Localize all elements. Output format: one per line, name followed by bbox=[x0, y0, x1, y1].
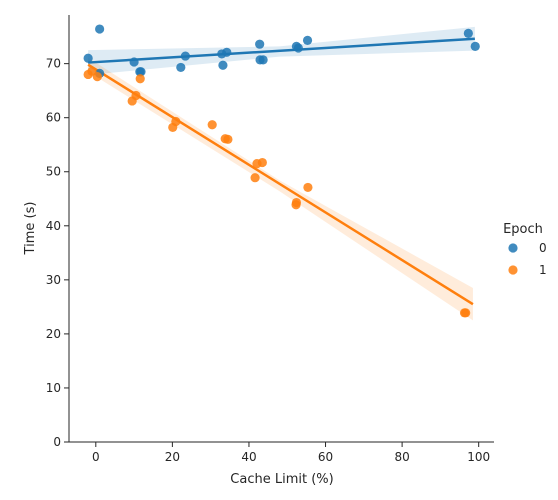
data-point-series-0 bbox=[302, 35, 313, 46]
x-tick-label: 100 bbox=[467, 450, 490, 464]
legend-label-series-1: 1 bbox=[539, 263, 547, 277]
data-point-series-1 bbox=[92, 72, 102, 82]
data-point-series-1 bbox=[171, 116, 181, 127]
regression-line-series-0 bbox=[88, 37, 475, 64]
y-tick-label: 40 bbox=[46, 219, 61, 233]
data-point-series-1 bbox=[461, 308, 471, 318]
data-point-series-0 bbox=[180, 51, 190, 61]
y-tick-label: 20 bbox=[46, 327, 61, 341]
ci-band-series-1 bbox=[88, 57, 473, 321]
x-tick-label: 0 bbox=[92, 450, 100, 464]
y-tick-label: 10 bbox=[46, 381, 61, 395]
data-point-series-1 bbox=[223, 134, 233, 144]
legend: Epoch 0 1 bbox=[503, 222, 547, 277]
data-point-series-1 bbox=[291, 197, 302, 208]
data-point-series-0 bbox=[218, 60, 228, 70]
x-tick-label: 60 bbox=[318, 450, 333, 464]
y-tick-label: 70 bbox=[46, 57, 61, 71]
y-tick-label: 50 bbox=[46, 165, 61, 179]
scatter-points bbox=[83, 24, 480, 318]
data-point-series-0 bbox=[176, 62, 186, 73]
legend-label-series-0: 0 bbox=[539, 241, 547, 255]
x-tick-label: 20 bbox=[165, 450, 180, 464]
x-axis-label: Cache Limit (%) bbox=[230, 472, 333, 487]
data-point-series-0 bbox=[95, 24, 105, 34]
ci-bands bbox=[88, 26, 475, 321]
data-point-series-0 bbox=[129, 57, 139, 67]
data-point-series-1 bbox=[250, 173, 260, 183]
x-tick-label: 80 bbox=[394, 450, 409, 464]
x-ticks: 0 20 40 60 80 100 bbox=[92, 442, 490, 464]
data-point-series-0 bbox=[222, 47, 232, 57]
y-tick-label: 0 bbox=[53, 435, 61, 449]
y-tick-label: 60 bbox=[46, 111, 61, 125]
regression-lines bbox=[87, 37, 475, 306]
data-point-series-1 bbox=[303, 182, 313, 193]
y-tick-label: 30 bbox=[46, 273, 61, 287]
legend-marker-series-1 bbox=[508, 265, 518, 275]
regression-line-series-1 bbox=[87, 63, 474, 306]
data-point-series-1 bbox=[207, 120, 217, 130]
data-point-series-1 bbox=[135, 74, 145, 84]
data-point-series-0 bbox=[293, 43, 303, 53]
legend-title: Epoch bbox=[503, 222, 543, 237]
data-point-series-0 bbox=[463, 28, 473, 38]
y-ticks: 0 10 20 30 40 50 60 70 bbox=[46, 57, 69, 449]
data-point-series-0 bbox=[258, 55, 268, 65]
data-point-series-0 bbox=[136, 67, 146, 77]
data-point-series-1 bbox=[131, 90, 141, 101]
y-axis-label: Time (s) bbox=[23, 202, 38, 256]
axes bbox=[68, 15, 494, 443]
data-point-series-0 bbox=[255, 39, 265, 49]
x-tick-label: 40 bbox=[241, 450, 256, 464]
data-point-series-1 bbox=[257, 157, 267, 168]
data-point-series-0 bbox=[83, 53, 93, 63]
legend-marker-series-0 bbox=[508, 243, 518, 253]
data-point-series-0 bbox=[470, 41, 480, 51]
